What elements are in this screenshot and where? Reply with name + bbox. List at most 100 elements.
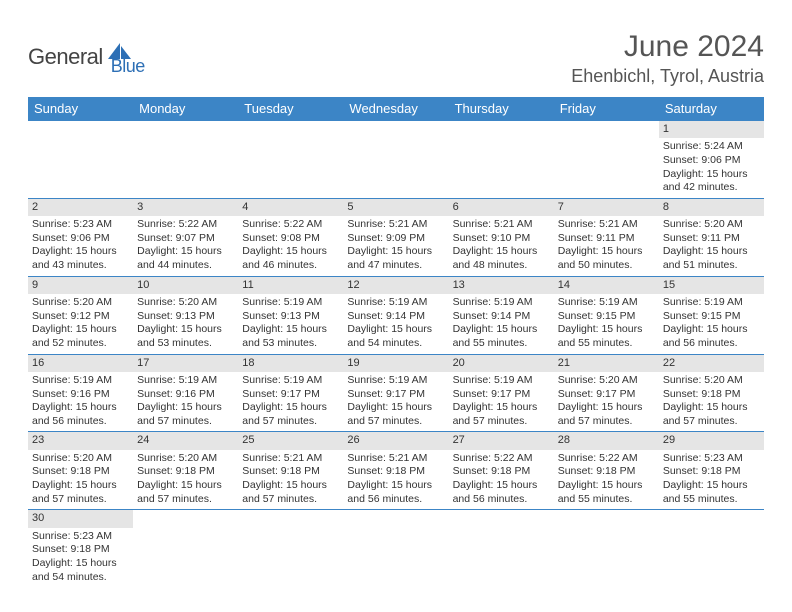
daylight-line-1: Daylight: 15 hours — [663, 401, 760, 415]
sunrise-line: Sunrise: 5:19 AM — [453, 374, 550, 388]
day-cell: 18Sunrise: 5:19 AMSunset: 9:17 PMDayligh… — [238, 355, 343, 432]
day-cell: 30Sunrise: 5:23 AMSunset: 9:18 PMDayligh… — [28, 510, 133, 587]
sunset-line: Sunset: 9:11 PM — [558, 232, 655, 246]
week-row: 16Sunrise: 5:19 AMSunset: 9:16 PMDayligh… — [28, 355, 764, 433]
day-number: 11 — [238, 277, 343, 294]
header: General Blue June 2024 Ehenbichl, Tyrol,… — [28, 30, 764, 87]
sunset-line: Sunset: 9:18 PM — [137, 465, 234, 479]
day-number: 24 — [133, 432, 238, 449]
week-row: 1Sunrise: 5:24 AMSunset: 9:06 PMDaylight… — [28, 121, 764, 199]
sunset-line: Sunset: 9:17 PM — [242, 388, 339, 402]
month-year-title: June 2024 — [571, 30, 764, 64]
dayname-header: Saturday — [659, 97, 764, 121]
week-row: 30Sunrise: 5:23 AMSunset: 9:18 PMDayligh… — [28, 510, 764, 587]
sunrise-line: Sunrise: 5:20 AM — [137, 296, 234, 310]
day-cell: 22Sunrise: 5:20 AMSunset: 9:18 PMDayligh… — [659, 355, 764, 432]
daylight-line-2: and 54 minutes. — [347, 337, 444, 351]
sunset-line: Sunset: 9:14 PM — [347, 310, 444, 324]
empty-cell — [133, 121, 238, 198]
day-number: 28 — [554, 432, 659, 449]
daylight-line-1: Daylight: 15 hours — [558, 245, 655, 259]
daylight-line-2: and 57 minutes. — [137, 415, 234, 429]
daylight-line-1: Daylight: 15 hours — [558, 323, 655, 337]
day-number: 22 — [659, 355, 764, 372]
week-row: 23Sunrise: 5:20 AMSunset: 9:18 PMDayligh… — [28, 432, 764, 510]
day-number: 5 — [343, 199, 448, 216]
day-number: 14 — [554, 277, 659, 294]
daylight-line-2: and 57 minutes. — [663, 415, 760, 429]
daylight-line-1: Daylight: 15 hours — [242, 323, 339, 337]
empty-cell — [554, 121, 659, 198]
weeks-container: 1Sunrise: 5:24 AMSunset: 9:06 PMDaylight… — [28, 121, 764, 587]
daylight-line-2: and 57 minutes. — [453, 415, 550, 429]
day-number: 1 — [659, 121, 764, 138]
sunrise-line: Sunrise: 5:20 AM — [663, 218, 760, 232]
day-cell: 27Sunrise: 5:22 AMSunset: 9:18 PMDayligh… — [449, 432, 554, 509]
sunset-line: Sunset: 9:08 PM — [242, 232, 339, 246]
sunset-line: Sunset: 9:18 PM — [663, 465, 760, 479]
sunset-line: Sunset: 9:18 PM — [32, 465, 129, 479]
calendar-page: General Blue June 2024 Ehenbichl, Tyrol,… — [0, 0, 792, 587]
sunset-line: Sunset: 9:18 PM — [32, 543, 129, 557]
daylight-line-2: and 52 minutes. — [32, 337, 129, 351]
sunset-line: Sunset: 9:07 PM — [137, 232, 234, 246]
day-number: 18 — [238, 355, 343, 372]
sunset-line: Sunset: 9:06 PM — [663, 154, 760, 168]
daylight-line-2: and 56 minutes. — [347, 493, 444, 507]
daylight-line-1: Daylight: 15 hours — [347, 323, 444, 337]
sunrise-line: Sunrise: 5:23 AM — [32, 530, 129, 544]
daylight-line-2: and 55 minutes. — [453, 337, 550, 351]
day-cell: 23Sunrise: 5:20 AMSunset: 9:18 PMDayligh… — [28, 432, 133, 509]
daylight-line-1: Daylight: 15 hours — [558, 479, 655, 493]
sunset-line: Sunset: 9:13 PM — [242, 310, 339, 324]
day-number: 23 — [28, 432, 133, 449]
sunrise-line: Sunrise: 5:19 AM — [453, 296, 550, 310]
day-cell: 1Sunrise: 5:24 AMSunset: 9:06 PMDaylight… — [659, 121, 764, 198]
day-cell: 17Sunrise: 5:19 AMSunset: 9:16 PMDayligh… — [133, 355, 238, 432]
sunrise-line: Sunrise: 5:23 AM — [32, 218, 129, 232]
sunset-line: Sunset: 9:17 PM — [558, 388, 655, 402]
daylight-line-1: Daylight: 15 hours — [32, 245, 129, 259]
sunrise-line: Sunrise: 5:19 AM — [32, 374, 129, 388]
empty-cell — [449, 121, 554, 198]
day-number: 16 — [28, 355, 133, 372]
daylight-line-1: Daylight: 15 hours — [242, 401, 339, 415]
day-cell: 15Sunrise: 5:19 AMSunset: 9:15 PMDayligh… — [659, 277, 764, 354]
sunset-line: Sunset: 9:17 PM — [453, 388, 550, 402]
daylight-line-1: Daylight: 15 hours — [32, 401, 129, 415]
daylight-line-2: and 47 minutes. — [347, 259, 444, 273]
day-number: 25 — [238, 432, 343, 449]
sunset-line: Sunset: 9:18 PM — [242, 465, 339, 479]
daylight-line-1: Daylight: 15 hours — [137, 479, 234, 493]
day-cell: 10Sunrise: 5:20 AMSunset: 9:13 PMDayligh… — [133, 277, 238, 354]
day-cell: 9Sunrise: 5:20 AMSunset: 9:12 PMDaylight… — [28, 277, 133, 354]
daylight-line-2: and 46 minutes. — [242, 259, 339, 273]
sunset-line: Sunset: 9:18 PM — [347, 465, 444, 479]
sunrise-line: Sunrise: 5:20 AM — [137, 452, 234, 466]
daylight-line-1: Daylight: 15 hours — [242, 479, 339, 493]
day-number: 12 — [343, 277, 448, 294]
day-cell: 6Sunrise: 5:21 AMSunset: 9:10 PMDaylight… — [449, 199, 554, 276]
daylight-line-2: and 57 minutes. — [347, 415, 444, 429]
sunset-line: Sunset: 9:16 PM — [32, 388, 129, 402]
day-number: 4 — [238, 199, 343, 216]
daylight-line-2: and 53 minutes. — [137, 337, 234, 351]
sunrise-line: Sunrise: 5:21 AM — [558, 218, 655, 232]
day-number: 13 — [449, 277, 554, 294]
day-names-row: SundayMondayTuesdayWednesdayThursdayFrid… — [28, 97, 764, 121]
sunrise-line: Sunrise: 5:21 AM — [453, 218, 550, 232]
daylight-line-1: Daylight: 15 hours — [558, 401, 655, 415]
empty-cell — [133, 510, 238, 587]
sunrise-line: Sunrise: 5:22 AM — [453, 452, 550, 466]
daylight-line-2: and 56 minutes. — [663, 337, 760, 351]
daylight-line-2: and 57 minutes. — [242, 415, 339, 429]
empty-cell — [554, 510, 659, 587]
location-subtitle: Ehenbichl, Tyrol, Austria — [571, 66, 764, 87]
daylight-line-1: Daylight: 15 hours — [453, 245, 550, 259]
sunset-line: Sunset: 9:18 PM — [558, 465, 655, 479]
daylight-line-1: Daylight: 15 hours — [137, 401, 234, 415]
empty-cell — [449, 510, 554, 587]
day-cell: 29Sunrise: 5:23 AMSunset: 9:18 PMDayligh… — [659, 432, 764, 509]
day-number: 10 — [133, 277, 238, 294]
daylight-line-1: Daylight: 15 hours — [347, 245, 444, 259]
